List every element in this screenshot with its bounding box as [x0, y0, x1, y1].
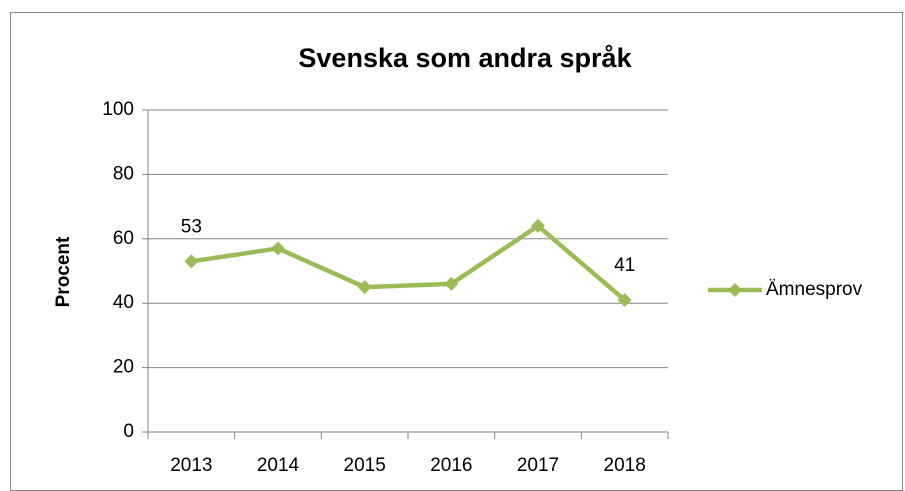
data-point [444, 276, 459, 291]
data-point [271, 241, 285, 256]
y-axis-label: Procent [53, 236, 74, 307]
y-tick-label: 0 [123, 421, 134, 442]
y-tick-label: 100 [102, 99, 134, 120]
data-label: 41 [614, 255, 635, 276]
data-point [357, 280, 372, 295]
x-tick-label: 2018 [604, 455, 646, 476]
y-tick-label: 40 [113, 292, 134, 313]
data-point [617, 292, 632, 307]
y-tick-label: 20 [113, 357, 134, 378]
series-line [191, 223, 627, 302]
legend-label: Ämnesprov [766, 279, 863, 300]
chart-frame [10, 12, 903, 491]
data-point [531, 218, 545, 233]
y-tick-label: 80 [113, 163, 134, 184]
data-label: 53 [181, 216, 202, 237]
x-tick-label: 2017 [517, 455, 559, 476]
y-tick-label: 60 [113, 228, 134, 249]
x-tick-label: 2013 [170, 455, 212, 476]
x-tick-label: 2014 [257, 455, 300, 476]
x-tick-label: 2015 [344, 455, 386, 476]
data-point [184, 254, 199, 269]
x-tick-label: 2016 [430, 455, 472, 476]
chart-title: Svenska som andra språk [298, 43, 632, 73]
legend-marker [728, 283, 742, 297]
